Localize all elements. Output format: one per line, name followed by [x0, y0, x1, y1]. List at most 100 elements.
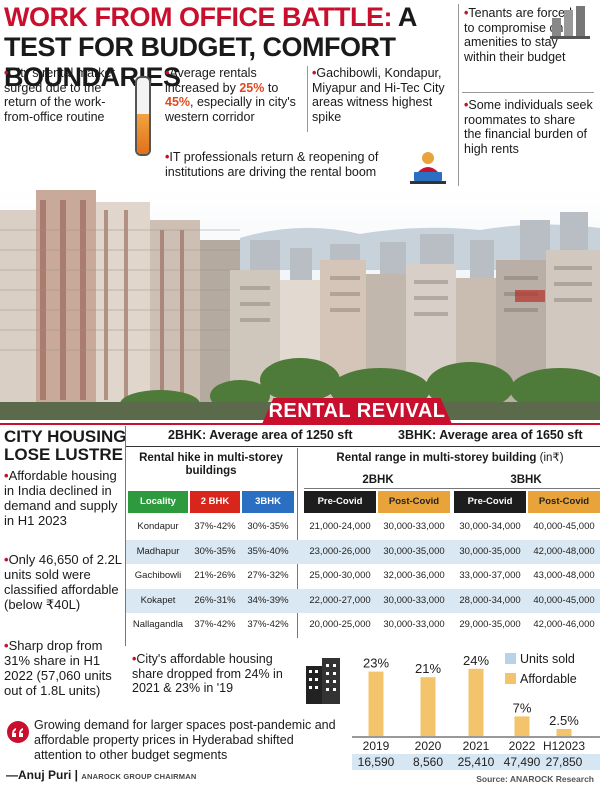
- divider: [458, 4, 459, 186]
- legend-affordable: Affordable: [505, 672, 577, 686]
- range-title: Rental range in multi-storey building (i…: [336, 452, 564, 464]
- cell-locality: Gachibowli: [134, 570, 182, 581]
- bullet-rental-surge: •City's rental market surged due to the …: [4, 66, 115, 124]
- category-label: 2020: [415, 739, 442, 753]
- divider: [126, 446, 600, 447]
- col-3bhk-hike: 3BHK: [242, 491, 294, 513]
- data-label: 21%: [415, 661, 441, 676]
- bullet-it-professionals: •IT professionals return & reopening of …: [165, 150, 379, 179]
- bullet-roommates: •Some individuals seek roommates to shar…: [464, 98, 593, 156]
- cell-pre-2bhk: 21,000-24,000: [309, 521, 371, 532]
- bullet-average-rentals: •Average rentals increased by 25% to 45%…: [165, 66, 296, 124]
- left-bullet-declined: •Affordable housing in India declined in…: [4, 468, 118, 528]
- cell-hike-3bhk: 34%-39%: [247, 594, 289, 606]
- divider: [462, 92, 594, 93]
- group-3bhk: 3BHK: [510, 474, 542, 486]
- cell-locality: Kondapur: [137, 521, 179, 532]
- cell-pre-3bhk: 29,000-35,000: [459, 619, 521, 630]
- cell-hike-2bhk: 30%-35%: [194, 545, 236, 557]
- bar-affordable-2021: [468, 668, 484, 736]
- cell-hike-3bhk: 30%-35%: [247, 521, 289, 532]
- banner-title: RENTAL REVIVAL: [262, 398, 452, 424]
- table-row: Madhapur 30%-35% 35%-40% 23,000-26,000 30,00…: [126, 539, 600, 564]
- table-row: Gachibowli 21%-26% 27%-32% 25,000-30,000 32,…: [126, 564, 600, 588]
- bar-affordable-2022: [514, 716, 530, 736]
- bar-affordable-2019: [368, 671, 384, 736]
- cell-pre-3bhk: 30,000-35,000: [459, 545, 521, 557]
- cell-hike-3bhk: 27%-32%: [247, 570, 289, 581]
- cell-hike-2bhk: 37%-42%: [194, 619, 236, 630]
- group-2bhk: 2BHK: [362, 474, 394, 486]
- coin-stack-icon: [550, 6, 590, 39]
- cell-post-3bhk: 42,000-48,000: [533, 545, 595, 557]
- area-2bhk: 2BHK: Average area of 1250 sft: [168, 428, 353, 442]
- category-label: 2021: [463, 739, 490, 753]
- data-label: 24%: [463, 653, 489, 668]
- cell-post-3bhk: 40,000-45,000: [533, 594, 595, 606]
- col-2bhk-pre: Pre-Covid: [304, 491, 376, 513]
- quote-icon: [7, 721, 29, 743]
- cell-locality: Madhapur: [136, 545, 180, 557]
- col-2bhk-hike: 2 BHK: [190, 491, 240, 513]
- cell-post-2bhk: 30,000-33,000: [383, 594, 445, 606]
- data-label: 23%: [363, 656, 389, 671]
- cell-pre-3bhk: 30,000-34,000: [459, 521, 521, 532]
- mid-bullet-affordable-share: •City's affordable housing share dropped…: [132, 652, 283, 695]
- building-icon: [306, 658, 340, 704]
- legend-units-sold: Units sold: [505, 652, 575, 666]
- headline: WORK FROM OFFICE BATTLE: A TEST FOR BUDG…: [4, 2, 454, 92]
- left-title: CITY HOUSING LOSE LUSTRE: [4, 427, 127, 464]
- cell-pre-3bhk: 28,000-34,000: [459, 594, 521, 606]
- divider: [125, 426, 126, 646]
- cell-post-3bhk: 42,000-46,000: [533, 619, 595, 630]
- data-label: 7%: [513, 700, 532, 715]
- units-sold-label: 8,560: [413, 755, 443, 769]
- banner-rule: [0, 423, 600, 425]
- headline-rest: A TEST FOR BUDGET, COMFORT BOUNDARIES: [4, 2, 416, 92]
- city-skyline-photo: [0, 190, 600, 420]
- category-label: H12023: [543, 739, 585, 753]
- units-sold-label: 47,490: [504, 755, 541, 769]
- cell-hike-2bhk: 26%-31%: [194, 594, 236, 606]
- cell-post-3bhk: 40,000-45,000: [533, 521, 595, 532]
- units-sold-label: 27,850: [546, 755, 583, 769]
- units-sold-band: [352, 754, 600, 770]
- cell-post-2bhk: 30,000-33,000: [383, 619, 445, 630]
- cell-locality: Nallagandla: [132, 619, 184, 630]
- quote-box: Growing demand for larger spaces post-pa…: [2, 716, 342, 782]
- cell-locality: Kokapet: [140, 594, 176, 606]
- col-3bhk-pre: Pre-Covid: [454, 491, 526, 513]
- rental-revival-banner: RENTAL REVIVAL: [0, 398, 600, 424]
- cell-pre-2bhk: 23,000-26,000: [309, 545, 371, 557]
- cell-hike-3bhk: 37%-42%: [247, 619, 289, 630]
- category-label: 2019: [363, 739, 390, 753]
- table-row: Kokapet 26%-31% 34%-39% 22,000-27,000 30,000…: [126, 588, 600, 613]
- bullet-tenants: •Tenants are forced to compromise on ame…: [464, 6, 572, 64]
- divider: [307, 66, 308, 132]
- col-locality: Locality: [128, 491, 188, 513]
- col-2bhk-post: Post-Covid: [378, 491, 450, 513]
- affordable-share-chart: 23% 21% 24% 7% 2.5% 2019 2020 2021 2022 H12023 16,…: [352, 653, 600, 770]
- bar-affordable-2020: [420, 677, 436, 736]
- cell-pre-2bhk: 25,000-30,000: [309, 570, 371, 581]
- cell-post-2bhk: 30,000-35,000: [383, 545, 445, 557]
- cell-pre-3bhk: 33,000-37,000: [459, 570, 521, 581]
- data-label: 2.5%: [549, 713, 579, 728]
- left-bullet-units-sold: •Only 46,650 of 2.2L units sold were cla…: [4, 552, 122, 612]
- cell-hike-3bhk: 35%-40%: [247, 545, 289, 557]
- left-bullet-sharp-drop: •Sharp drop from 31% share in H1 2022 (5…: [4, 638, 112, 698]
- legend-swatch-affordable: [505, 673, 516, 684]
- cell-hike-2bhk: 21%-26%: [194, 570, 236, 581]
- units-sold-label: 25,410: [458, 755, 495, 769]
- thermometer-icon: [131, 76, 155, 156]
- quote-attribution: —Anuj Puri | ANAROCK GROUP CHAIRMAN: [6, 768, 197, 782]
- hike-title: Rental hike in multi-storey buildings: [139, 452, 283, 477]
- bar-affordable-H12023: [556, 729, 572, 736]
- divider: [304, 488, 600, 489]
- cell-pre-2bhk: 20,000-25,000: [309, 619, 371, 630]
- cell-post-2bhk: 32,000-36,000: [383, 570, 445, 581]
- cell-hike-2bhk: 37%-42%: [194, 521, 236, 532]
- cell-post-3bhk: 43,000-48,000: [533, 570, 595, 581]
- quote-text: Growing demand for larger spaces post-pa…: [34, 718, 336, 762]
